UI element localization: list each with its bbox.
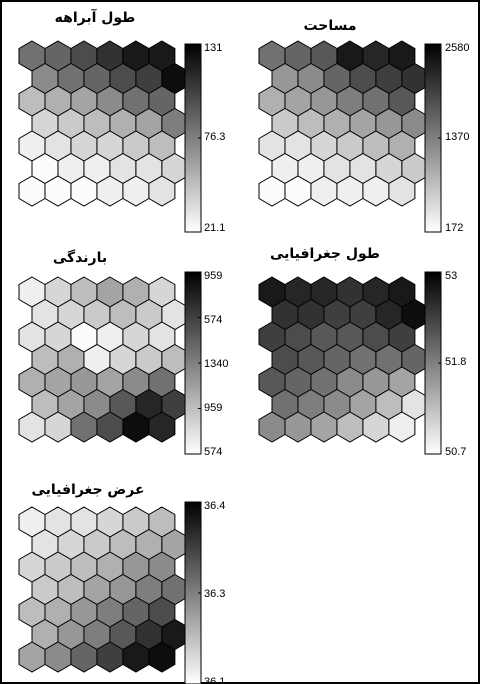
hex-cell <box>148 175 176 207</box>
cbar-tick-barandegi-4: 959 <box>204 402 223 414</box>
panel-title-masahat: مساحت <box>303 18 357 34</box>
panel-arz-joghrafiaei <box>18 501 202 684</box>
hex-cell <box>148 411 176 443</box>
cbar-tick-masahat-mid: 1370 <box>445 131 470 143</box>
cbar-tick-tool-joghrafiaei-max: 53 <box>445 270 458 282</box>
panel-title-tool-abraheh: طول آبراهه <box>54 10 136 26</box>
cbar-tick-tool-abraheh-mid: 76.3 <box>204 131 226 143</box>
hex-cell <box>388 411 416 443</box>
panel-barandegi <box>18 271 202 455</box>
cbar-tick-tool-joghrafiaei-min: 50.7 <box>445 446 467 458</box>
cbar-tick-arz-joghrafiaei-mid: 36.3 <box>204 588 226 600</box>
panel-masahat <box>258 40 442 233</box>
panel-title-arz-joghrafiaei: عرض جغرافیایی <box>31 482 145 498</box>
cbar-tick-arz-joghrafiaei-max: 36.4 <box>204 500 226 512</box>
cbar-tick-barandegi-5: 574 <box>204 446 223 458</box>
cbar-tick-tool-abraheh-min: 21.1 <box>204 222 226 234</box>
cbar-tick-tool-joghrafiaei-mid: 51.8 <box>445 356 467 368</box>
cbar-tick-barandegi-1: 959 <box>204 270 223 282</box>
cbar-tick-barandegi-3: 1340 <box>204 358 229 370</box>
cbar-tick-barandegi-2: 574 <box>204 314 223 326</box>
cbar-tick-tool-abraheh-max: 131 <box>204 42 223 54</box>
panel-title-tool-joghrafiaei: طول جغرافیایی <box>269 246 380 262</box>
hex-cell <box>388 175 416 207</box>
hex-cell <box>148 641 176 673</box>
panel-tool-abraheh <box>18 40 202 233</box>
cbar-tick-masahat-min: 172 <box>445 222 464 234</box>
panel-tool-joghrafiaei <box>258 271 442 455</box>
cbar-tick-arz-joghrafiaei-min: 36.1 <box>204 676 226 684</box>
cbar-tick-masahat-max: 2580 <box>445 42 470 54</box>
panel-title-barandegi: بارندگی <box>52 250 108 266</box>
